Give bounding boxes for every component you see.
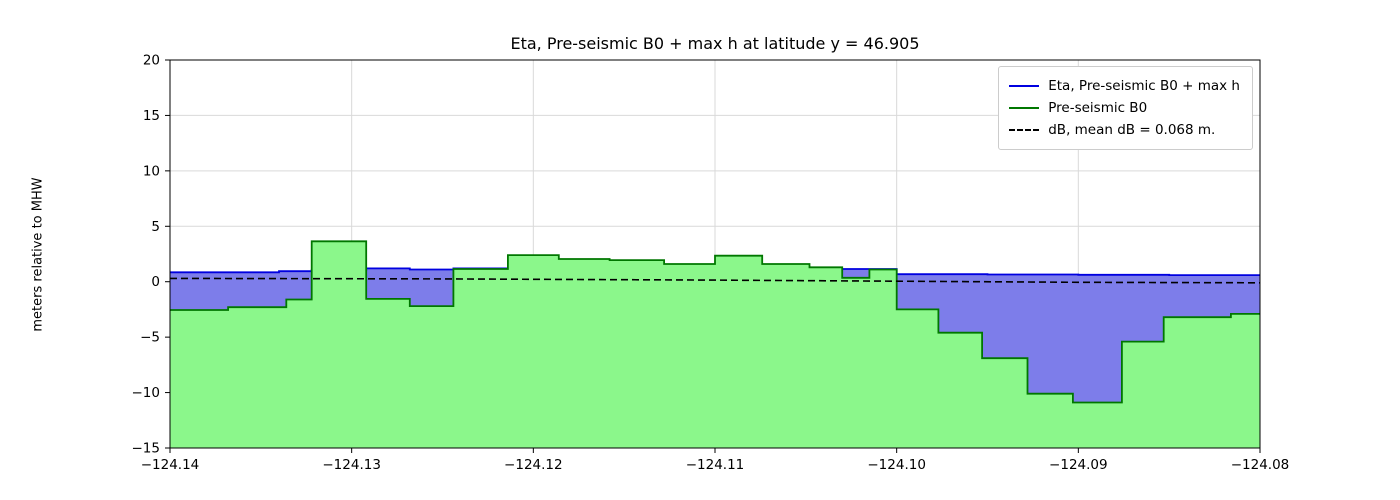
x-tick-label: −124.12 bbox=[504, 457, 563, 473]
legend-line-swatch bbox=[1009, 107, 1040, 109]
y-tick-label: 10 bbox=[143, 163, 160, 179]
chart-title: Eta, Pre-seismic B0 + max h at latitude … bbox=[510, 34, 920, 53]
legend-dashed-line-swatch bbox=[1009, 129, 1040, 131]
y-tick-label: −15 bbox=[132, 441, 161, 457]
y-tick-label: 0 bbox=[151, 274, 160, 290]
db-dashed-line bbox=[170, 277, 1260, 284]
legend-entry: Eta, Pre-seismic B0 + max h bbox=[1009, 75, 1240, 97]
legend-label: Eta, Pre-seismic B0 + max h bbox=[1048, 78, 1240, 94]
x-tick-label: −124.14 bbox=[141, 457, 200, 473]
x-tick-label: −124.08 bbox=[1231, 457, 1290, 473]
y-tick-label: 5 bbox=[151, 219, 160, 235]
y-tick-label: 15 bbox=[143, 108, 160, 124]
y-tick-label: 20 bbox=[143, 53, 160, 69]
legend-entry: Pre-seismic B0 bbox=[1009, 97, 1240, 119]
y-tick-label: −5 bbox=[140, 330, 160, 346]
legend-line-swatch bbox=[1009, 85, 1040, 87]
legend-label: Pre-seismic B0 bbox=[1048, 100, 1148, 116]
y-axis-label: meters relative to MHW bbox=[30, 177, 46, 332]
x-tick-label: −124.10 bbox=[867, 457, 926, 473]
legend: Eta, Pre-seismic B0 + max h Pre-seismic B… bbox=[998, 66, 1253, 150]
b0-fill-area bbox=[170, 241, 1260, 448]
b0-line bbox=[170, 240, 1260, 404]
legend-label: dB, mean dB = 0.068 m. bbox=[1048, 122, 1216, 138]
legend-entry: dB, mean dB = 0.068 m. bbox=[1009, 119, 1240, 141]
x-tick-label: −124.13 bbox=[322, 457, 381, 473]
x-tick-label: −124.11 bbox=[686, 457, 745, 473]
y-tick-label: −10 bbox=[132, 385, 161, 401]
x-tick-label: −124.09 bbox=[1049, 457, 1108, 473]
